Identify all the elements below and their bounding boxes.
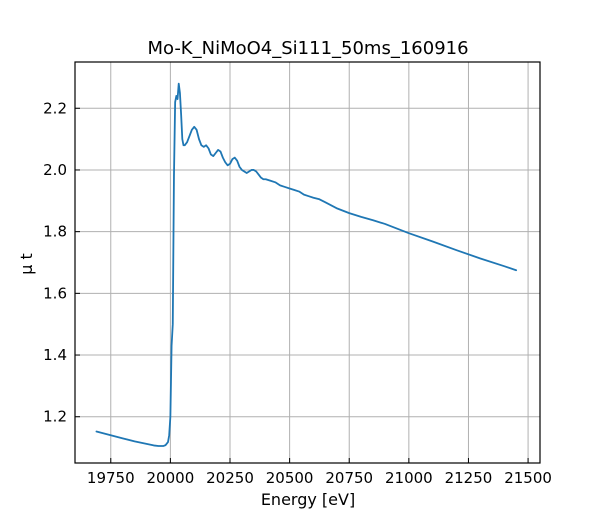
series-line xyxy=(95,82,518,447)
y-tick-label: 2.0 xyxy=(43,161,67,179)
grid xyxy=(75,62,540,463)
x-tick-label: 21000 xyxy=(385,469,433,487)
y-tick-label: 2.2 xyxy=(43,99,67,117)
y-tick-label: 1.6 xyxy=(43,284,67,302)
x-tick-label: 21500 xyxy=(504,469,552,487)
y-tick-label: 1.8 xyxy=(43,223,67,241)
x-tick-label: 20250 xyxy=(206,469,254,487)
chart-title: Mo-K_NiMoO4_Si111_50ms_160916 xyxy=(147,38,468,59)
x-tick-label: 21250 xyxy=(445,469,493,487)
series-layer xyxy=(95,82,518,447)
y-tick-label: 1.4 xyxy=(43,346,67,364)
plot-frame xyxy=(74,61,541,464)
x-tick-label: 19750 xyxy=(87,469,135,487)
ticks: 19750 20000 20250 20500 20750 21000 21250 21500… xyxy=(43,99,552,487)
x-axis-label: Energy [eV] xyxy=(261,490,355,509)
y-tick-label: 1.2 xyxy=(43,408,67,426)
x-tick-label: 20500 xyxy=(266,469,314,487)
x-tick-label: 20750 xyxy=(325,469,373,487)
x-tick-label: 20000 xyxy=(147,469,195,487)
y-axis-label: μ t xyxy=(17,253,36,275)
